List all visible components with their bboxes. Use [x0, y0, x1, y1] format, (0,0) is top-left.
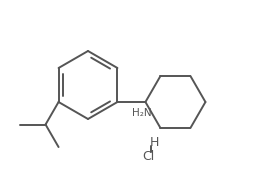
Text: Cl: Cl: [142, 150, 154, 164]
Text: H₂N: H₂N: [132, 108, 152, 118]
Text: H: H: [149, 135, 159, 149]
